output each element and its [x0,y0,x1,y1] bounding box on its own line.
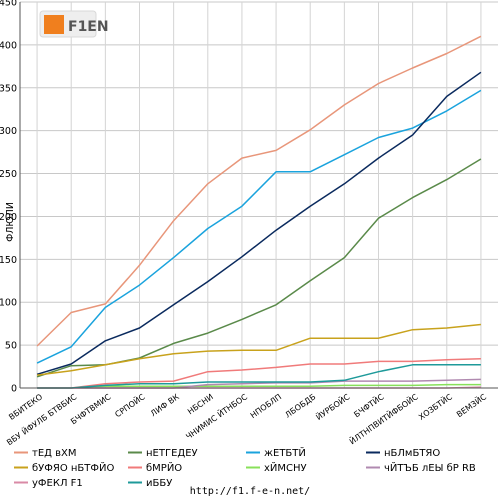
y-tick-label: 100 [0,298,17,309]
y-axis-label: ФЛЮЛИ [5,202,16,242]
y-tick-label: 50 [5,341,17,352]
series-line [37,364,481,389]
legend-item-label: нЕТГЕДЕУ [146,448,198,459]
legend-item-label: бУФЯО нБТФЙО [32,461,114,474]
chart-grid [20,1,498,389]
legend-item-label: жЕТБТЙ [264,446,306,459]
y-tick-label: 0 [11,384,17,395]
series-line [36,71,482,376]
y-tick-label: 450 [0,0,17,9]
legend-item-label: нБЛмБТЯО [384,448,440,459]
series-line [36,35,482,347]
series-line [37,383,481,389]
logo-mark [44,15,64,34]
series-line [36,89,482,364]
legend-item-label: иББУ [146,478,172,489]
legend-item-label: хЙМСНУ [264,461,307,474]
y-tick-label: 150 [0,255,17,266]
site-logo: F1EN [39,10,109,38]
logo-text: F1EN [68,19,109,35]
series-lines [36,35,482,389]
footer-url[interactable]: http://f1.f-e-n.net/ [189,486,311,497]
series-line [37,358,481,389]
y-tick-label: 250 [0,169,17,180]
y-tick-label: 350 [0,83,17,94]
legend-item-label: уФЕКЛ F1 [32,478,83,489]
y-tick-label: 400 [0,40,17,51]
chart-axes [19,2,498,389]
y-axis-ticks: 0 50 100 150 200 250 300 350 400 450 [0,0,17,395]
legend-item-label: чЙТЪБ лЕЫ бР RB [384,461,476,474]
series-line [37,323,481,376]
legend-item-label: бМРЙО [146,461,182,474]
y-tick-label: 200 [0,212,17,223]
y-tick-label: 300 [0,126,17,137]
chart-legend: тЕД вХМ нЕТГЕДЕУ жЕТБТЙ нБЛмБТЯО бУФЯО нБТФЙ… [14,446,476,489]
legend-item-label: тЕД вХМ [32,448,77,459]
